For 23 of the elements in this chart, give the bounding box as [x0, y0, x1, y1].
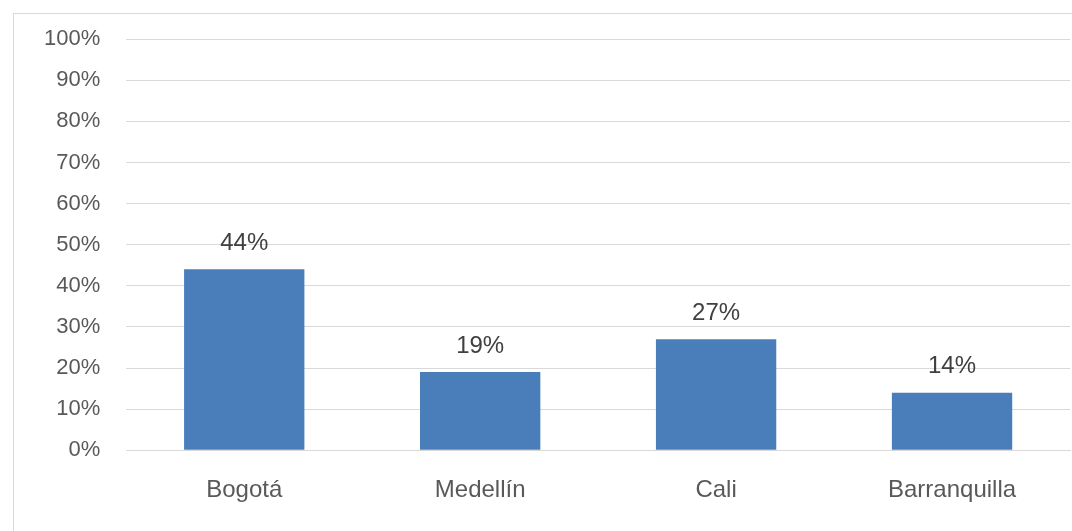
y-tick-label: 100% [43, 25, 101, 51]
bar [184, 269, 305, 450]
y-tick-label: 50% [56, 230, 101, 256]
x-tick-label: Bogotá [206, 475, 283, 503]
data-label: 44% [220, 227, 269, 255]
bar [420, 372, 541, 450]
data-label: 14% [928, 351, 977, 379]
y-tick-label: 70% [56, 148, 101, 174]
y-tick-label: 20% [56, 354, 101, 380]
y-tick-label: 60% [56, 189, 101, 215]
bar [655, 339, 777, 450]
x-tick-label: Barranquilla [887, 475, 1017, 503]
x-tick-label: Cali [695, 475, 737, 503]
y-tick-label: 90% [56, 66, 101, 92]
data-label: 19% [456, 330, 505, 358]
x-tick-label: Medellín [434, 475, 526, 503]
y-tick-label: 30% [56, 312, 101, 338]
y-tick-label: 40% [56, 271, 101, 297]
data-label: 27% [692, 297, 741, 325]
bar [891, 392, 1013, 450]
y-tick-label: 0% [68, 436, 101, 462]
y-tick-label: 10% [56, 395, 101, 421]
y-tick-label: 80% [56, 107, 101, 133]
